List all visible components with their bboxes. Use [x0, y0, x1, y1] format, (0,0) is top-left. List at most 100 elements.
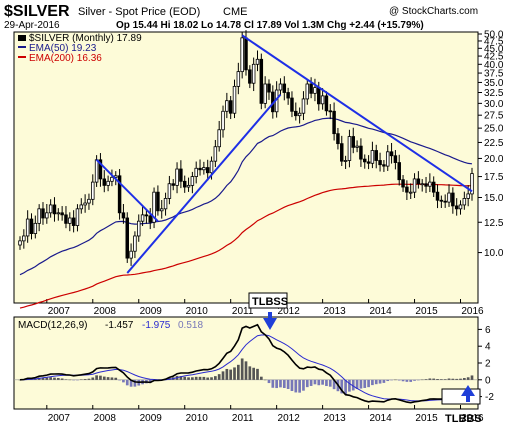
candle-body	[102, 178, 107, 186]
candle-body	[133, 235, 137, 252]
candle-body	[205, 167, 210, 174]
macd-hist-bar	[302, 379, 305, 391]
candle-body	[87, 198, 91, 204]
macd-hist-bar	[110, 377, 114, 380]
macd-hist-bar	[87, 378, 91, 380]
macd-hist-bar	[332, 379, 336, 390]
macd-hist-bar	[68, 379, 72, 381]
candle-body	[282, 83, 287, 93]
macd-hist-bar	[351, 379, 355, 391]
candle-body	[328, 110, 333, 113]
candle-body	[71, 217, 76, 226]
candle-body	[179, 168, 183, 182]
candle-body	[320, 95, 325, 105]
candle-body	[267, 83, 271, 93]
macd-line	[19, 323, 473, 404]
macd-hist-bar	[125, 379, 129, 386]
macd-hist-bar	[236, 364, 240, 380]
macd-hist-bar	[271, 379, 275, 388]
candle-body	[462, 198, 467, 206]
candle-body	[56, 212, 61, 215]
candle-body	[121, 212, 126, 219]
candle-body	[259, 58, 264, 104]
macd-hist-bar	[279, 379, 282, 388]
legend-ema200: EMA(200) 16.36	[29, 53, 102, 64]
macd-hist-bar	[424, 379, 428, 380]
candle-body	[431, 181, 436, 193]
candle-body	[248, 69, 252, 84]
candle-body	[152, 191, 156, 223]
macd-legend-main: MACD(12,26,9)	[18, 320, 87, 331]
candle-body	[228, 100, 233, 114]
macd-legend-hist: 0.518	[178, 320, 203, 331]
macd-hist-bar	[374, 379, 378, 385]
candle-body	[393, 155, 398, 163]
macd-hist-bar	[133, 379, 137, 387]
macd-hist-bar	[371, 379, 374, 386]
candle-body	[397, 162, 401, 181]
candle-body	[37, 208, 41, 224]
ema200-line	[19, 183, 473, 309]
candle-body	[336, 133, 340, 145]
x-tick-label: 2010	[186, 306, 209, 317]
candle-body	[255, 58, 260, 65]
candle-body	[366, 161, 371, 164]
macd-hist-bar	[440, 379, 443, 380]
candle-body	[385, 151, 390, 167]
trendline-support	[126, 93, 282, 274]
macd-hist-bar	[325, 379, 328, 387]
candle-body	[48, 204, 53, 214]
exchange-label: CME	[223, 6, 247, 18]
candle-body	[202, 167, 206, 171]
x-tick-label: 2008	[94, 413, 117, 424]
macd-hist-bar	[282, 379, 286, 389]
legend: $SILVER (Monthly) 17.89 EMA(50) 19.23 EM…	[18, 33, 142, 64]
macd-hist-bar	[340, 379, 344, 394]
candle-body	[41, 208, 45, 219]
candle-body	[470, 173, 474, 195]
macd-hist-bar	[194, 376, 198, 380]
candle-body	[359, 145, 363, 160]
candle-body	[374, 150, 378, 161]
macd-hist-bar	[240, 358, 244, 380]
candle-body	[68, 217, 72, 224]
candle-body	[232, 85, 237, 114]
candle-body	[106, 180, 110, 186]
candle-body	[263, 83, 267, 104]
macd-hist-bar	[294, 379, 298, 393]
candle-body	[182, 180, 187, 188]
watermark: @ StockCharts.com	[389, 6, 478, 17]
macd-hist-bar	[122, 379, 125, 383]
symbol-description: Silver - Spot Price (EOD)	[78, 6, 200, 18]
candle-body	[236, 71, 241, 87]
macd-hist-bar	[462, 378, 466, 380]
macd-hist-bar	[233, 367, 236, 380]
price-y-tick-label: 30.0	[484, 99, 504, 110]
candle-body	[363, 158, 367, 163]
candle-body	[301, 98, 306, 114]
price-x-axis: 2007 2008 2009 2010 2011 2012 2013 2014 2015 2016	[46, 299, 484, 317]
candle-body	[401, 179, 405, 188]
macd-hist-bar	[436, 378, 439, 380]
macd-hist-bar	[321, 379, 324, 385]
macd-hist-bar	[244, 361, 248, 380]
x-tick-label: 2007	[48, 413, 71, 424]
macd-hist-bar	[198, 376, 202, 380]
candle-body	[370, 150, 375, 164]
price-y-axis: 10.0 12.5 15.0 17.5 20.0 22.5 25.0 27.530.032.5…	[478, 30, 504, 259]
price-y-tick-label: 15.0	[484, 193, 504, 204]
candle-body	[447, 192, 451, 203]
tlbbs-arrow	[461, 385, 475, 402]
legend-price-swatch	[18, 35, 26, 41]
candle-body	[18, 240, 22, 246]
macd-hist-bar	[390, 379, 393, 381]
candle-body	[198, 167, 202, 171]
macd-hist-bar	[118, 379, 121, 381]
candle-body	[251, 63, 256, 84]
macd-hist-bar	[79, 379, 83, 380]
candle-body	[156, 191, 160, 212]
candle-body	[75, 208, 80, 226]
macd-hist-bar	[275, 379, 278, 389]
candle-body	[91, 181, 95, 200]
